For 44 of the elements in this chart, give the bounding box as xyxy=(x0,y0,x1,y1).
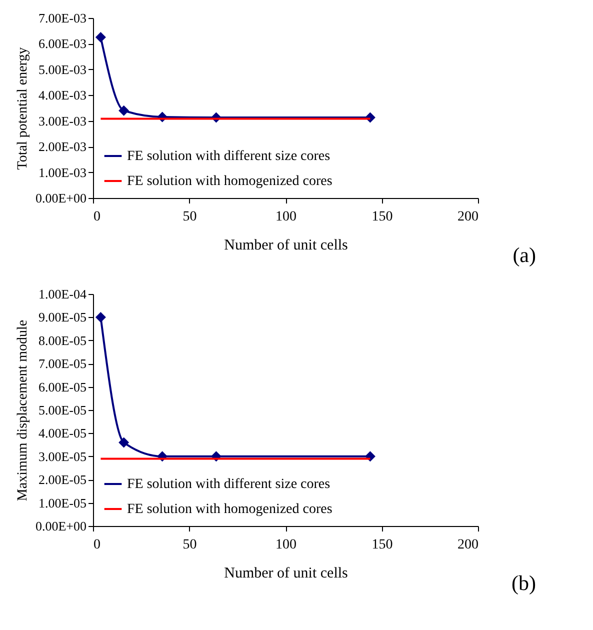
y-tick-label: 9.00E-05 xyxy=(38,310,86,325)
point xyxy=(364,451,376,462)
y-tick-label: 2.00E-05 xyxy=(38,472,86,488)
x-tick-label: 150 xyxy=(372,538,393,552)
y-tick-label: 1.00E-03 xyxy=(38,164,86,180)
x-tick-label: 100 xyxy=(276,210,296,224)
x-tick-label: 50 xyxy=(182,210,197,224)
point xyxy=(118,437,130,448)
y-tick-label: 2.00E-03 xyxy=(38,139,86,154)
x-tick-label: 200 xyxy=(458,538,478,552)
y-tick-label: 1.00E-04 xyxy=(38,286,87,302)
text: (a) xyxy=(512,243,536,267)
x-tick-label: 0 xyxy=(94,210,100,224)
y-tick-label: 5.00E-05 xyxy=(38,402,86,418)
point xyxy=(95,32,106,43)
point xyxy=(95,312,106,322)
x-axis-title: Number of unit cells xyxy=(224,566,348,582)
legend-label: FE solution with homogenized cores xyxy=(127,502,332,517)
y-tick-label: 1.00E-05 xyxy=(38,495,86,510)
legend-label: FE solution with homogenized cores xyxy=(127,174,332,189)
y-tick-label: 6.00E-03 xyxy=(38,36,86,52)
y-tick-label: 3.00E-05 xyxy=(38,448,86,464)
y-tick-label: 4.00E-03 xyxy=(38,88,86,103)
y-tick-label: 0.00E+00 xyxy=(35,518,86,534)
y-axis-title: Total potential energy xyxy=(15,47,30,170)
text: (b) xyxy=(512,571,536,595)
y-tick-label: 0.00E+00 xyxy=(35,190,86,206)
x-axis-title: Number of unit cells xyxy=(224,238,348,254)
y-tick-label: 8.00E-05 xyxy=(38,332,86,348)
y-tick-label: 5.00E-03 xyxy=(38,62,86,77)
x-tick-label: 0 xyxy=(94,538,100,552)
y-tick-label: 4.00E-05 xyxy=(38,426,86,441)
y-tick-label: 7.00E-05 xyxy=(38,356,86,372)
y-tick-label: 7.00E-03 xyxy=(38,10,86,26)
x-tick-label: 100 xyxy=(276,538,296,552)
x-tick-label: 50 xyxy=(182,538,197,552)
point xyxy=(118,105,130,116)
x-tick-label: 150 xyxy=(372,210,393,224)
y-tick-label: 3.00E-03 xyxy=(38,113,86,128)
x-tick-label: 200 xyxy=(458,210,478,224)
y-tick-label: 6.00E-05 xyxy=(38,379,86,394)
y-axis-title: Maximum displacement module xyxy=(15,320,30,502)
legend-label: FE solution with different size cores xyxy=(127,149,330,164)
legend-label: FE solution with different size cores xyxy=(127,477,330,492)
